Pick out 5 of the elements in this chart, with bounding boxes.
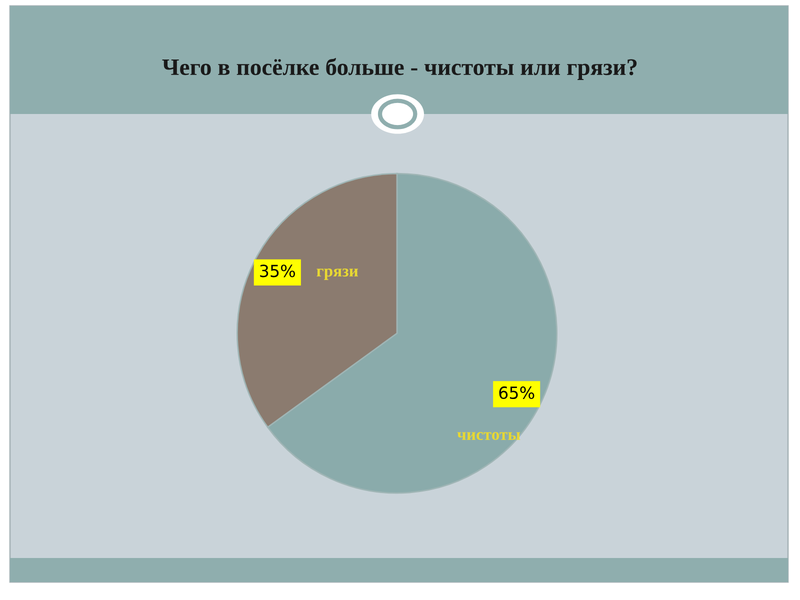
data-label: 65%: [499, 386, 534, 400]
data-label: 35%: [260, 264, 295, 278]
slice-label: чистоты: [457, 432, 520, 440]
chart-title: Чего в посёлке больше - чистоты или грязи?: [162, 58, 637, 80]
slice-label: грязи: [316, 268, 358, 280]
